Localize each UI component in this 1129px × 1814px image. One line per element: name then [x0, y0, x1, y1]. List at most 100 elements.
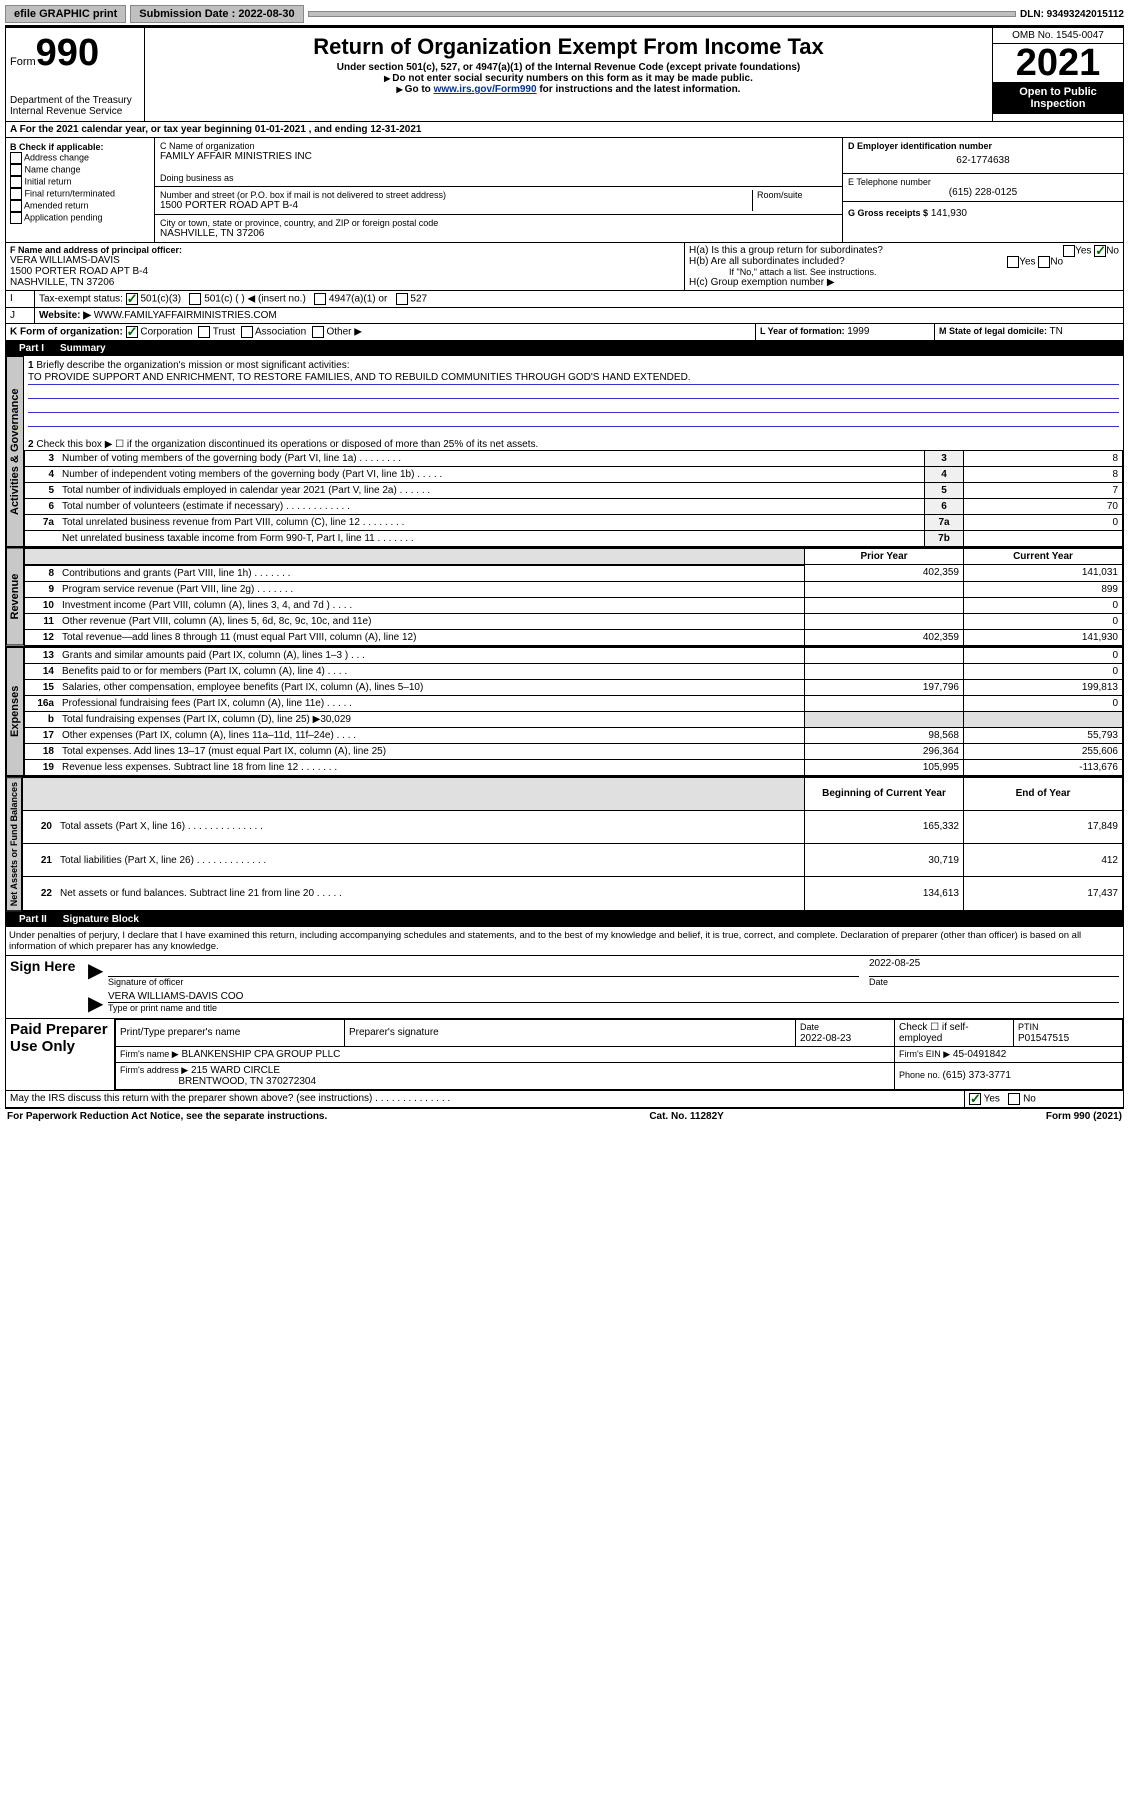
dln-label: DLN: 93493242015112 [1020, 9, 1124, 20]
b-label: B Check if applicable: [10, 142, 150, 152]
section-h: H(a) Is this a group return for subordin… [685, 243, 1123, 290]
section-k: K Form of organization: Corporation Trus… [6, 324, 756, 340]
form-org-row: K Form of organization: Corporation Trus… [5, 324, 1124, 341]
tax-status-row: I Tax-exempt status: 501(c)(3) 501(c) ( … [5, 291, 1124, 308]
no-label: No [1023, 1093, 1036, 1104]
top-bar: efile GRAPHIC print Submission Date : 20… [5, 5, 1124, 27]
q1-text: Briefly describe the organization's miss… [36, 360, 349, 371]
net-tab: Net Assets or Fund Balances [6, 777, 22, 911]
sign-here-label: Sign Here [6, 956, 84, 1018]
corp-checkbox[interactable] [126, 326, 138, 338]
prep-sig-label: Preparer's signature [345, 1019, 796, 1046]
officer-type-label: Type or print name and title [108, 1003, 1119, 1013]
form-header: Form990 Department of the Treasury Inter… [5, 27, 1124, 122]
efile-button[interactable]: efile GRAPHIC print [5, 5, 126, 23]
prep-name-label: Print/Type preparer's name [116, 1019, 345, 1046]
hb-no-checkbox[interactable] [1038, 256, 1050, 268]
yes-label: Yes [984, 1093, 1000, 1104]
b-opt-checkbox[interactable] [10, 152, 22, 164]
other-checkbox[interactable] [312, 326, 324, 338]
b-opt-checkbox[interactable] [10, 176, 22, 188]
expenses-table: 13Grants and similar amounts paid (Part … [24, 647, 1123, 776]
rev-tab: Revenue [6, 548, 24, 646]
discuss-yes-checkbox[interactable] [969, 1093, 981, 1105]
discuss-row: May the IRS discuss this return with the… [5, 1091, 1124, 1108]
part1-rev-block: Revenue Prior YearCurrent Year8Contribut… [5, 548, 1124, 647]
prep-date-label: Date [800, 1022, 819, 1032]
l-label: L Year of formation: [760, 326, 847, 336]
street-label: Number and street (or P.O. box if mail i… [160, 190, 752, 200]
ha-label: H(a) Is this a group return for subordin… [689, 245, 883, 256]
org-info-row: B Check if applicable: Address change Na… [5, 138, 1124, 243]
sign-arrow-icon-2: ▶ [88, 991, 108, 1016]
b-opt-checkbox[interactable] [10, 188, 22, 200]
g-label: G Gross receipts $ [848, 208, 928, 218]
inspection-badge: Open to Public Inspection [993, 82, 1123, 114]
city-label: City or town, state or province, country… [160, 218, 837, 228]
i-label: Tax-exempt status: [39, 294, 123, 305]
dept-label: Department of the Treasury [10, 95, 140, 106]
part1-exp-block: Expenses 13Grants and similar amounts pa… [5, 647, 1124, 777]
part2-title: Part II [11, 914, 55, 925]
form-number: 990 [36, 32, 99, 74]
page-footer: For Paperwork Reduction Act Notice, see … [5, 1108, 1124, 1124]
firm-addr-label: Firm's address ▶ [120, 1065, 188, 1075]
b-opt-checkbox[interactable] [10, 200, 22, 212]
ein-value: 62-1774638 [848, 151, 1118, 170]
officer-signature-line[interactable] [108, 958, 859, 977]
j-marker: J [6, 308, 35, 323]
ha-no-checkbox[interactable] [1094, 245, 1106, 257]
section-b: B Check if applicable: Address change Na… [6, 138, 155, 242]
sig-date-value: 2022-08-25 [869, 958, 1119, 977]
goto-suffix: for instructions and the latest informat… [537, 84, 741, 95]
cat-no: Cat. No. 11282Y [649, 1111, 723, 1122]
self-employed-check[interactable]: Check ☐ if self-employed [895, 1019, 1014, 1046]
paperwork-notice: For Paperwork Reduction Act Notice, see … [7, 1111, 327, 1122]
l-value: 1999 [847, 326, 869, 337]
527-checkbox[interactable] [396, 293, 408, 305]
part1-title: Part I [11, 343, 52, 354]
spacer-bar [308, 11, 1016, 17]
officer-name: VERA WILLIAMS-DAVIS [10, 255, 680, 266]
ptin-value: P01547515 [1018, 1033, 1069, 1044]
paid-preparer-label: Paid Preparer Use Only [6, 1019, 115, 1090]
officer-addr2: NASHVILLE, TN 37206 [10, 277, 680, 288]
instructions-link[interactable]: www.irs.gov/Form990 [434, 84, 537, 95]
opt-4947: 4947(a)(1) or [329, 294, 387, 305]
4947-checkbox[interactable] [314, 293, 326, 305]
form-title: Return of Organization Exempt From Incom… [149, 34, 988, 60]
discuss-no-checkbox[interactable] [1008, 1093, 1020, 1105]
netassets-table: Beginning of Current YearEnd of Year20To… [22, 777, 1123, 911]
submission-date-button[interactable]: Submission Date : 2022-08-30 [130, 5, 303, 23]
part2-heading: Signature Block [63, 914, 139, 925]
period-text: A For the 2021 calendar year, or tax yea… [6, 122, 1123, 137]
street-value: 1500 PORTER ROAD APT B-4 [160, 200, 752, 211]
m-label: M State of legal domicile: [939, 326, 1050, 336]
header-left: Form990 Department of the Treasury Inter… [6, 28, 145, 121]
firm-addr1-value: 215 WARD CIRCLE [191, 1065, 280, 1076]
hc-label: H(c) Group exemption number ▶ [689, 277, 1119, 288]
header-right: OMB No. 1545-0047 2021 Open to Public In… [992, 28, 1123, 121]
officer-addr1: 1500 PORTER ROAD APT B-4 [10, 266, 680, 277]
501c-checkbox[interactable] [189, 293, 201, 305]
ha-yes-checkbox[interactable] [1063, 245, 1075, 257]
section-c: C Name of organization FAMILY AFFAIR MIN… [155, 138, 842, 242]
opt-501c: 501(c) ( ) ◀ (insert no.) [204, 294, 306, 305]
irs-label: Internal Revenue Service [10, 106, 140, 117]
f-label: F Name and address of principal officer: [10, 245, 680, 255]
hb-yes-checkbox[interactable] [1007, 256, 1019, 268]
assoc-checkbox[interactable] [241, 326, 253, 338]
firm-ein-label: Firm's EIN ▶ [899, 1049, 950, 1059]
b-opt-checkbox[interactable] [10, 212, 22, 224]
part1-net-block: Net Assets or Fund Balances Beginning of… [5, 777, 1124, 912]
website-value: WWW.FAMILYAFFAIRMINISTRIES.COM [94, 310, 277, 321]
b-opt-checkbox[interactable] [10, 164, 22, 176]
mission-blank-2 [28, 400, 1119, 413]
opt-assoc: Association [255, 327, 306, 338]
phone-value: (615) 228-0125 [848, 187, 1118, 198]
trust-checkbox[interactable] [198, 326, 210, 338]
section-f: F Name and address of principal officer:… [6, 243, 685, 290]
501c3-checkbox[interactable] [126, 293, 138, 305]
governance-table: 3Number of voting members of the governi… [24, 450, 1123, 547]
opt-501c3: 501(c)(3) [140, 294, 181, 305]
